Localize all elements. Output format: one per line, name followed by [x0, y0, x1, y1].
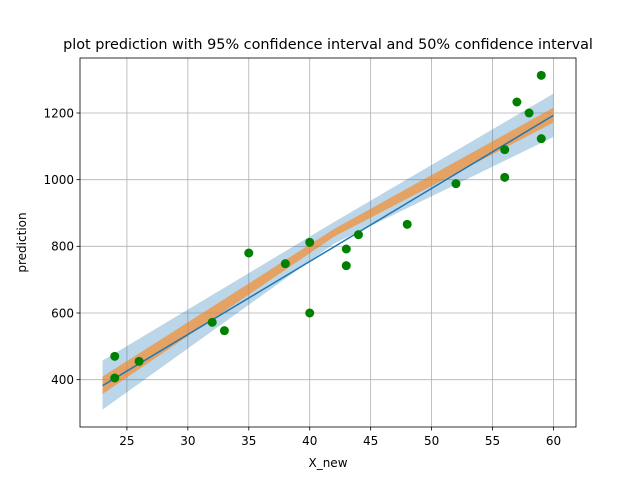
ci-50-band	[102, 107, 554, 395]
data-point	[500, 172, 510, 182]
x-tick-label: 55	[485, 434, 500, 448]
data-point	[524, 108, 534, 118]
data-point	[280, 259, 290, 269]
data-point	[305, 308, 315, 318]
x-tick-label: 40	[302, 434, 317, 448]
y-tick-label: 1200	[43, 106, 74, 120]
x-tick-label: 45	[363, 434, 378, 448]
y-axis-label: prediction	[15, 212, 29, 272]
grid-layer	[80, 58, 576, 427]
data-point	[207, 317, 217, 327]
x-tick-label: 60	[546, 434, 561, 448]
data-point	[402, 219, 412, 229]
x-tick-label: 25	[119, 434, 134, 448]
data-point	[500, 145, 510, 155]
points-layer	[110, 70, 546, 383]
y-tick-label: 1000	[43, 173, 74, 187]
data-point	[110, 351, 120, 361]
x-tick-label: 50	[424, 434, 439, 448]
data-point	[134, 356, 144, 366]
y-tick-label: 400	[51, 373, 74, 387]
x-ticks-layer: 25 30 35 40 45 50 55 60	[119, 427, 561, 448]
x-tick-label: 30	[180, 434, 195, 448]
x-axis-label: X_new	[308, 456, 347, 470]
y-ticks-layer: 400 600 800 1000 1200	[43, 106, 80, 387]
data-point	[353, 230, 363, 240]
plot-frame	[79, 57, 577, 428]
data-point	[110, 373, 120, 383]
ci-50-band-layer	[102, 107, 554, 395]
data-point	[536, 70, 546, 80]
data-point	[305, 237, 315, 247]
data-point	[341, 261, 351, 271]
data-point	[512, 97, 522, 107]
data-point	[341, 244, 351, 254]
data-point	[536, 134, 546, 144]
chart-title: plot prediction with 95% confidence inte…	[63, 37, 593, 53]
fit-line-layer	[102, 114, 554, 387]
data-point	[244, 248, 254, 258]
data-point	[451, 179, 461, 189]
y-tick-label: 600	[51, 306, 74, 320]
fit-line	[102, 114, 554, 387]
data-point	[219, 326, 229, 336]
x-tick-label: 35	[241, 434, 256, 448]
plot-area	[80, 58, 576, 427]
y-tick-label: 800	[51, 240, 74, 254]
